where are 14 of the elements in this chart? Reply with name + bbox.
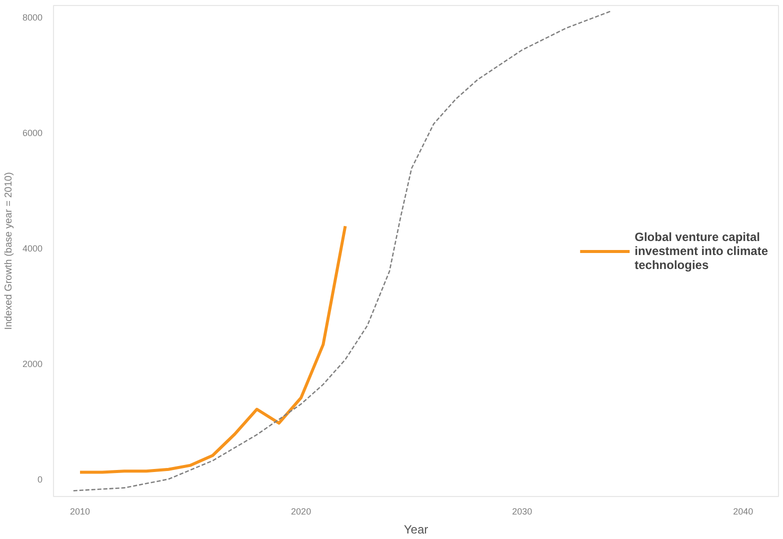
line-series bbox=[78, 224, 347, 474]
y-tick-label: 4000 bbox=[22, 244, 43, 254]
x-tick-label: 2030 bbox=[512, 506, 532, 516]
x-tick-label: 2020 bbox=[291, 506, 312, 516]
x-tick-label: 2040 bbox=[733, 506, 754, 516]
y-axis-title: Indexed Growth (base year = 2010) bbox=[3, 172, 14, 330]
y-tick-label: 6000 bbox=[22, 128, 43, 138]
y-tick-label: 8000 bbox=[22, 12, 43, 23]
y-tick-label: 2000 bbox=[22, 359, 43, 370]
y-tick-label: 0 bbox=[37, 474, 43, 485]
x-tick-label: 2010 bbox=[70, 506, 90, 516]
legend-label: Global venture capital investment into climate technologies bbox=[634, 230, 768, 272]
x-axis-title: Year bbox=[404, 522, 428, 536]
line-series bbox=[72, 10, 612, 492]
